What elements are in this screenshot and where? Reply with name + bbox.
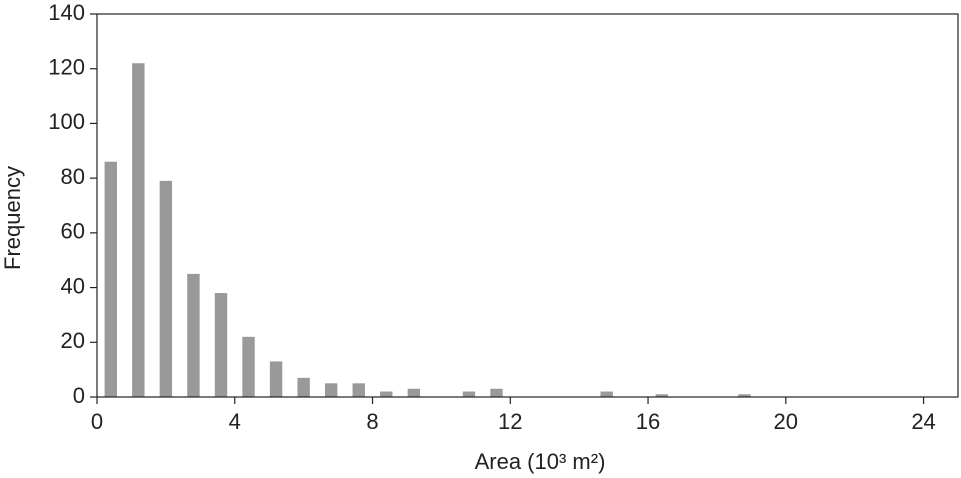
bar — [214, 293, 228, 397]
y-axis-label: Frequency — [0, 166, 25, 270]
x-tick-label: 12 — [498, 409, 522, 434]
bar — [132, 63, 145, 397]
bar — [324, 383, 338, 397]
y-tick-label: 140 — [48, 0, 85, 25]
bar — [104, 161, 117, 397]
y-tick-label: 40 — [61, 273, 85, 298]
x-tick-label: 8 — [366, 409, 378, 434]
bar — [187, 273, 200, 397]
x-axis-label: Area (10³ m²) — [475, 449, 606, 474]
plot-frame — [96, 13, 959, 398]
y-tick-label: 60 — [61, 219, 85, 244]
bar — [462, 391, 476, 397]
bar — [159, 180, 173, 397]
bar — [655, 394, 669, 397]
y-tick-label: 120 — [48, 55, 85, 80]
x-tick-label: 20 — [774, 409, 798, 434]
x-tick-label: 24 — [911, 409, 935, 434]
x-tick-label: 16 — [636, 409, 660, 434]
y-tick-label: 80 — [61, 164, 85, 189]
bar — [380, 391, 393, 397]
bar — [490, 388, 503, 397]
bar — [352, 383, 365, 397]
y-tick-label: 20 — [61, 328, 85, 353]
bar — [600, 391, 613, 397]
x-tick-label: 4 — [229, 409, 241, 434]
bar — [738, 394, 751, 397]
bar — [269, 361, 283, 397]
bar — [242, 336, 255, 397]
y-tick-label: 100 — [48, 109, 85, 134]
y-tick-label: 0 — [73, 383, 85, 408]
bar — [297, 377, 310, 397]
x-tick-label: 0 — [91, 409, 103, 434]
bar — [407, 388, 421, 397]
